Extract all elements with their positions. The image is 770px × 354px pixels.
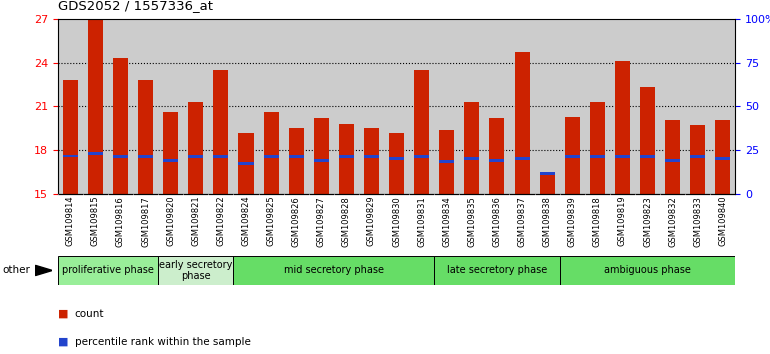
Text: GSM109824: GSM109824 <box>242 196 250 246</box>
Bar <box>690 155 705 158</box>
Bar <box>434 256 560 285</box>
Bar <box>213 155 229 158</box>
Bar <box>313 159 329 162</box>
Text: GSM109828: GSM109828 <box>342 196 351 247</box>
Text: GSM109834: GSM109834 <box>442 196 451 247</box>
Bar <box>289 128 303 194</box>
Text: GSM109817: GSM109817 <box>141 196 150 247</box>
Bar <box>615 155 630 158</box>
Bar <box>414 155 429 158</box>
Bar <box>289 155 303 158</box>
Bar <box>414 70 429 194</box>
Bar <box>364 128 379 194</box>
Text: GDS2052 / 1557336_at: GDS2052 / 1557336_at <box>58 0 213 12</box>
Text: other: other <box>2 266 30 275</box>
Bar <box>615 61 630 194</box>
Bar <box>339 124 354 194</box>
Polygon shape <box>35 266 52 275</box>
Bar <box>263 112 279 194</box>
Bar <box>464 158 480 160</box>
Bar <box>113 155 128 158</box>
Bar <box>113 58 128 194</box>
Bar <box>590 155 605 158</box>
Text: GSM109837: GSM109837 <box>517 196 527 247</box>
Text: GSM109815: GSM109815 <box>91 196 100 246</box>
Bar <box>560 256 735 285</box>
Bar <box>188 155 203 158</box>
Text: GSM109826: GSM109826 <box>292 196 300 247</box>
Bar <box>239 133 253 194</box>
Text: GSM109821: GSM109821 <box>191 196 200 246</box>
Text: mid secretory phase: mid secretory phase <box>284 266 383 275</box>
Bar <box>339 155 354 158</box>
Text: count: count <box>75 309 104 319</box>
Text: GSM109829: GSM109829 <box>367 196 376 246</box>
Text: proliferative phase: proliferative phase <box>62 266 154 275</box>
Text: GSM109819: GSM109819 <box>618 196 627 246</box>
Bar <box>564 116 580 194</box>
Text: ambiguous phase: ambiguous phase <box>604 266 691 275</box>
Bar <box>263 155 279 158</box>
Text: percentile rank within the sample: percentile rank within the sample <box>75 337 250 347</box>
Bar <box>88 20 103 194</box>
Bar <box>715 120 730 194</box>
Bar <box>439 160 454 163</box>
Text: GSM109823: GSM109823 <box>643 196 652 247</box>
Text: ■: ■ <box>58 337 69 347</box>
Text: GSM109827: GSM109827 <box>316 196 326 247</box>
Text: GSM109825: GSM109825 <box>266 196 276 246</box>
Bar <box>313 118 329 194</box>
Bar <box>163 112 178 194</box>
Text: GSM109836: GSM109836 <box>493 196 501 247</box>
Bar <box>163 159 178 162</box>
Bar <box>389 133 404 194</box>
Bar <box>233 256 434 285</box>
Text: GSM109818: GSM109818 <box>593 196 602 247</box>
Bar <box>158 256 233 285</box>
Bar <box>564 155 580 158</box>
Bar <box>514 52 530 194</box>
Bar <box>213 70 229 194</box>
Text: GSM109833: GSM109833 <box>693 196 702 247</box>
Bar <box>540 172 554 175</box>
Bar <box>138 80 153 194</box>
Bar <box>540 172 554 194</box>
Bar <box>665 159 680 162</box>
Bar <box>188 102 203 194</box>
Bar <box>138 155 153 158</box>
Text: GSM109840: GSM109840 <box>718 196 728 246</box>
Text: GSM109831: GSM109831 <box>417 196 426 247</box>
Text: GSM109816: GSM109816 <box>116 196 125 247</box>
Bar <box>490 159 504 162</box>
Text: GSM109839: GSM109839 <box>567 196 577 247</box>
Text: GSM109830: GSM109830 <box>392 196 401 247</box>
Bar <box>665 120 680 194</box>
Bar <box>63 80 78 194</box>
Text: GSM109820: GSM109820 <box>166 196 176 246</box>
Text: GSM109814: GSM109814 <box>65 196 75 246</box>
Bar <box>239 162 253 165</box>
Bar <box>690 125 705 194</box>
Bar <box>640 155 655 158</box>
Text: early secretory
phase: early secretory phase <box>159 259 233 281</box>
Bar <box>464 102 480 194</box>
Bar <box>58 256 158 285</box>
Text: GSM109832: GSM109832 <box>668 196 677 247</box>
Text: GSM109838: GSM109838 <box>543 196 551 247</box>
Bar <box>715 157 730 160</box>
Bar <box>63 155 78 158</box>
Bar <box>88 152 103 155</box>
Bar <box>389 157 404 160</box>
Bar <box>439 130 454 194</box>
Bar <box>364 155 379 158</box>
Text: GSM109822: GSM109822 <box>216 196 226 246</box>
Text: late secretory phase: late secretory phase <box>447 266 547 275</box>
Bar <box>640 87 655 194</box>
Bar <box>590 102 605 194</box>
Bar <box>514 158 530 160</box>
Bar <box>490 118 504 194</box>
Text: GSM109835: GSM109835 <box>467 196 477 247</box>
Text: ■: ■ <box>58 309 69 319</box>
